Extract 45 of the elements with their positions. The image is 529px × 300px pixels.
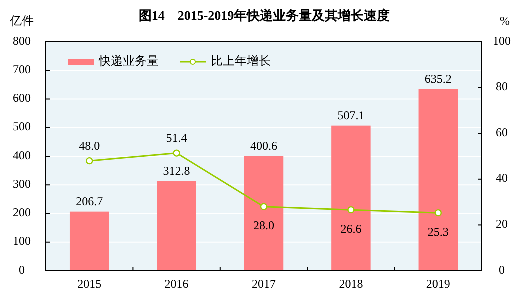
legend-label: 比上年增长 [211, 54, 271, 68]
bar [332, 126, 371, 271]
data-label: 635.2 [424, 72, 452, 86]
bar [244, 156, 284, 271]
y-tick-label: 600 [13, 91, 31, 105]
x-tick-label: 2015 [78, 276, 102, 291]
point [348, 206, 355, 214]
y2-tick-label: 100 [493, 34, 511, 48]
y2-tick-label: 0 [499, 262, 505, 277]
y-tick-label: 300 [13, 176, 31, 191]
data-label: 206.7 [76, 194, 104, 209]
y2-tick-label: 40 [496, 171, 508, 186]
y-tick-label: 700 [13, 62, 31, 76]
data-label: 48.0 [79, 138, 100, 153]
bar [157, 181, 196, 271]
y-tick-label: 0 [19, 262, 25, 277]
y2-tick-label: 80 [496, 80, 508, 94]
bar [70, 212, 110, 271]
y2-axis-title: % [500, 14, 510, 28]
y-tick-label: 400 [13, 148, 31, 162]
y-tick-label: 200 [13, 206, 31, 220]
data-label: 51.4 [166, 131, 188, 146]
x-tick-label: 2016 [164, 276, 189, 291]
y-tick-label: 100 [13, 234, 31, 248]
point [260, 203, 268, 210]
y-axis-title: 亿件 [9, 14, 34, 28]
y-tick-label: 500 [13, 120, 31, 134]
legend-label: 快递业务量 [98, 54, 159, 68]
y-tick-label: 800 [13, 34, 31, 48]
point [173, 150, 180, 157]
data-label: 312.8 [163, 164, 190, 178]
data-label: 25.3 [428, 224, 449, 239]
y2-tick-label: 60 [496, 125, 508, 140]
y2-tick-label: 20 [496, 216, 508, 231]
data-label: 507.1 [338, 108, 365, 123]
x-tick-label: 2019 [426, 276, 450, 291]
x-tick-label: 2017 [252, 276, 276, 291]
x-tick-label: 2018 [339, 276, 364, 291]
chart-title: 图14 2015-2019年快递业务量及其增长速度 [138, 8, 390, 23]
data-label: 400.6 [250, 139, 278, 154]
point [86, 157, 94, 165]
point [434, 209, 442, 217]
data-label: 26.6 [340, 222, 362, 236]
bar [418, 89, 458, 271]
data-label: 28.0 [254, 218, 274, 233]
